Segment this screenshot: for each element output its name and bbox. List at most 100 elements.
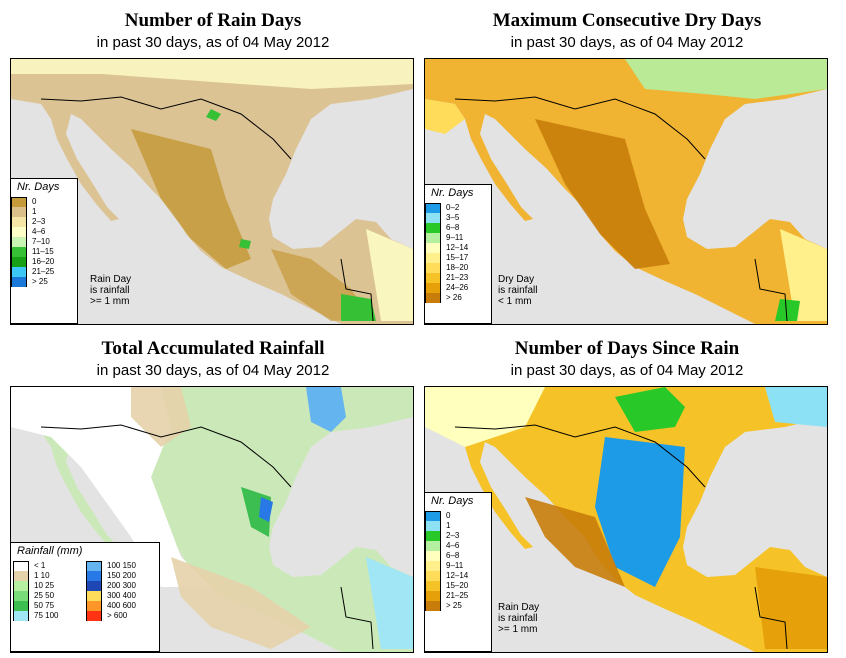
map-total-rainfall <box>10 386 414 653</box>
legend-item: 1 <box>425 521 491 531</box>
legend-item: < 1 <box>13 561 74 571</box>
legend-swatch <box>425 263 441 273</box>
legend-label: 0 <box>446 511 451 520</box>
legend-swatch <box>86 581 102 591</box>
legend-rows: 0 1 2–3 4–6 7–10 11–15 16–20 21–25 > 25 <box>11 197 77 287</box>
legend-label: 100 150 <box>107 561 136 570</box>
note-line: >= 1 mm <box>498 624 538 635</box>
legend-swatch <box>11 227 27 237</box>
legend-item: 100 150 <box>86 561 147 571</box>
legend-rows: 0–2 3–5 6–8 9–11 12–14 15–17 18–20 21–23 24–26 > … <box>425 203 491 303</box>
note-line: Rain Day <box>498 602 540 613</box>
legend-item: 12–14 <box>425 243 491 253</box>
legend-item: > 600 <box>86 611 147 621</box>
border-line <box>454 96 706 160</box>
legend-label: 50 75 <box>34 601 55 610</box>
legend-item: 4–6 <box>425 541 491 551</box>
legend-swatch <box>86 611 102 621</box>
legend-label: > 600 <box>107 611 128 620</box>
note-line: >= 1 mm <box>90 296 130 307</box>
note-line: Dry Day <box>498 274 535 285</box>
legend-label: 300 400 <box>107 591 136 600</box>
legend-label: 21–25 <box>446 591 469 600</box>
legend-item: 75 100 <box>13 611 74 621</box>
legend-swatch <box>425 511 441 521</box>
legend-swatch <box>11 247 27 257</box>
land-patch <box>755 567 827 649</box>
legend-label: 15–17 <box>446 253 469 262</box>
legend-swatch <box>425 233 441 243</box>
legend-label: 4–6 <box>32 227 46 236</box>
legend-item: 3–5 <box>425 213 491 223</box>
legend-swatch <box>425 283 441 293</box>
legend-label: 0 <box>32 197 37 206</box>
land-patch <box>366 557 413 649</box>
legend-swatch <box>11 217 27 227</box>
legend-swatch <box>13 601 29 611</box>
land-patch <box>425 99 465 134</box>
legend-label: 2–3 <box>32 217 46 226</box>
land-patch <box>775 299 800 321</box>
legend-item: 25 50 <box>13 591 74 601</box>
legend-item: 0 <box>11 197 77 207</box>
land-patch <box>780 229 827 321</box>
legend-item: 200 300 <box>86 581 147 591</box>
legend-item: 2–3 <box>11 217 77 227</box>
legend-item: 6–8 <box>425 551 491 561</box>
land-patch <box>595 437 685 587</box>
panel-days-since-rain: Number of Days Since Rain in past 30 day… <box>422 338 832 653</box>
legend-item: 9–11 <box>425 233 491 243</box>
legend: Nr. Days 0–2 3–5 6–8 9–11 12–14 15–17 18–20 21–… <box>424 184 492 324</box>
land-patch <box>239 239 251 249</box>
legend-label: < 1 <box>34 561 46 570</box>
land-patch <box>341 294 376 321</box>
border-line <box>454 424 706 488</box>
legend-label: 4–6 <box>446 541 460 550</box>
panel-subtitle: in past 30 days, as of 04 May 2012 <box>96 362 330 379</box>
legend-swatch <box>13 561 29 571</box>
legend-swatch <box>425 561 441 571</box>
legend-note: Rain Day is rainfall >= 1 mm <box>498 602 539 635</box>
legend-item: 0 <box>425 511 491 521</box>
panel-subtitle: in past 30 days, as of 04 May 2012 <box>510 34 744 51</box>
legend-label: 1 10 <box>34 571 50 580</box>
land-patch <box>765 387 827 427</box>
legend-label: 2–3 <box>446 531 460 540</box>
legend-item: 9–11 <box>425 561 491 571</box>
land-patch <box>259 497 273 522</box>
border-line <box>340 586 374 650</box>
legend-label: 1 <box>32 207 37 216</box>
panel-rain-days: Number of Rain Days in past 30 days, as … <box>8 10 418 325</box>
panel-title: Number of Days Since Rain <box>514 338 740 359</box>
legend-label: 12–14 <box>446 243 469 252</box>
legend-note: Dry Day is rainfall < 1 mm <box>498 274 537 307</box>
land-patch <box>11 59 413 89</box>
land-patch <box>615 387 685 432</box>
legend-column: 100 150 150 200 200 300 300 400 400 600 > 600 <box>86 561 147 621</box>
map-graphic <box>11 59 413 324</box>
legend-swatch <box>425 293 441 303</box>
legend-note: Rain Day is rainfall >= 1 mm <box>90 274 131 307</box>
legend-item: 24–26 <box>425 283 491 293</box>
legend-swatch <box>11 197 27 207</box>
legend-swatch <box>11 277 27 287</box>
legend-title: Nr. Days <box>17 181 60 193</box>
legend-swatch <box>11 267 27 277</box>
note-line: is rainfall <box>498 613 538 624</box>
legend-swatch <box>13 571 29 581</box>
land-patch <box>366 229 413 321</box>
legend-rows: 0 1 2–3 4–6 6–8 9–11 12–14 15–20 21–25 > 25 <box>425 511 491 611</box>
legend-swatch <box>86 571 102 581</box>
legend-item: 300 400 <box>86 591 147 601</box>
legend-swatch <box>425 273 441 283</box>
legend-swatch <box>13 581 29 591</box>
legend-item: 18–20 <box>425 263 491 273</box>
panel-total-rainfall: Total Accumulated Rainfall in past 30 da… <box>8 338 418 653</box>
legend-label: 150 200 <box>107 571 136 580</box>
legend-swatch <box>425 243 441 253</box>
legend-label: 25 50 <box>34 591 55 600</box>
legend-item: 400 600 <box>86 601 147 611</box>
note-line: is rainfall <box>90 285 130 296</box>
border-line <box>754 258 788 322</box>
